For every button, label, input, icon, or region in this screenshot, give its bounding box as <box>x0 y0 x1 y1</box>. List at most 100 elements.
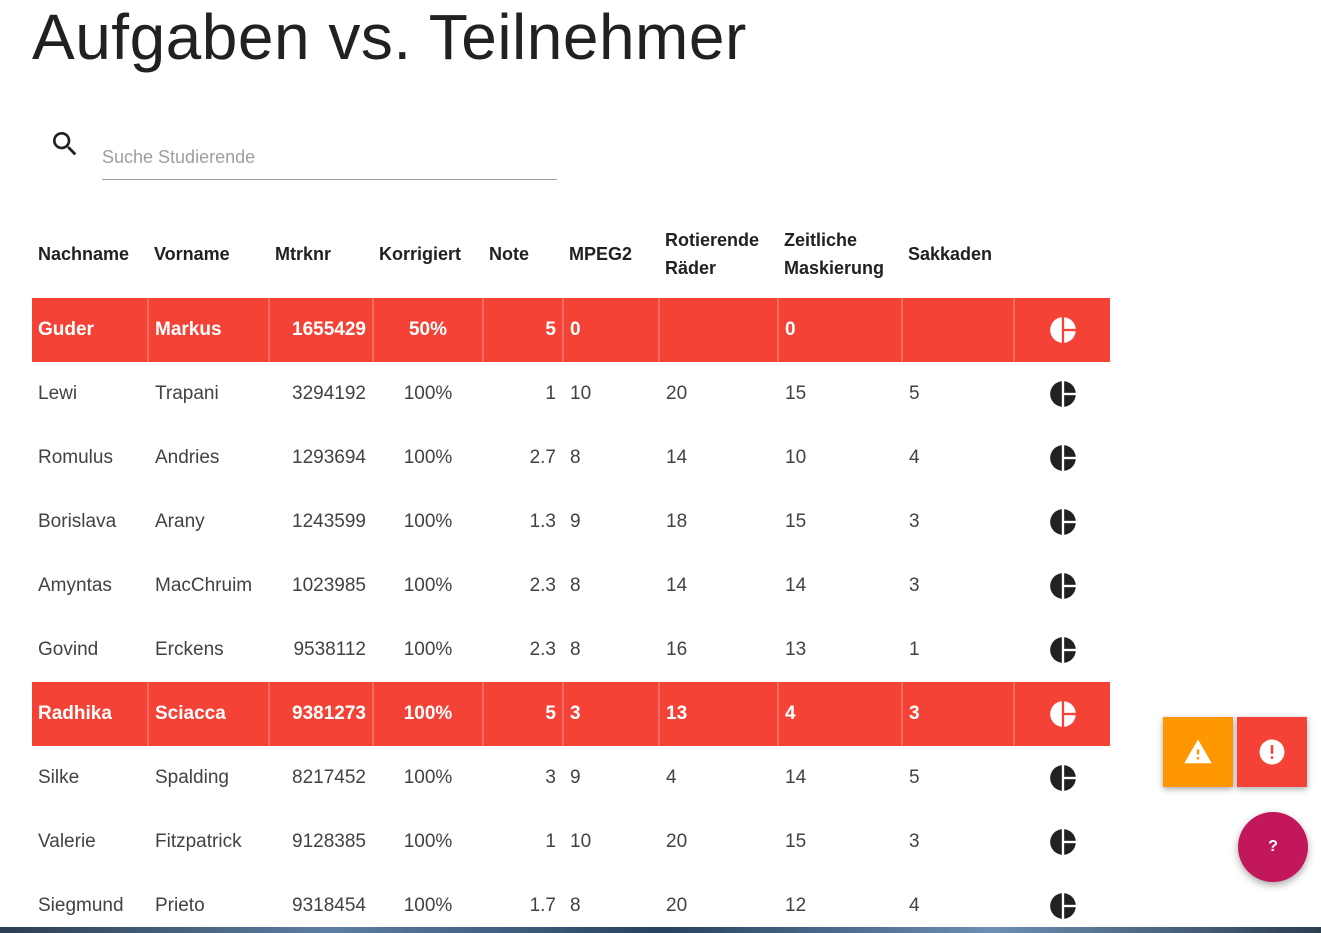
column-header-rotierende-raeder[interactable]: Rotierende Räder <box>665 230 760 278</box>
cell-actions <box>1014 490 1110 554</box>
cell-sakkaden: 4 <box>902 426 1015 490</box>
cell-rotierende-raeder: 20 <box>659 874 779 933</box>
cell-nachname: Valerie <box>32 810 149 874</box>
table-row[interactable]: Amyntas MacChruim 1023985 100% 2.3 8 14 14 3 <box>32 554 1110 618</box>
cell-mtrknr: 9538112 <box>269 618 374 682</box>
search-input[interactable] <box>102 136 557 180</box>
pie-chart-icon[interactable] <box>1049 316 1077 344</box>
table-row[interactable]: Guder Markus 1655429 50% 5 0 0 <box>32 298 1110 362</box>
cell-note: 2.3 <box>483 554 564 618</box>
cell-zeitliche-maskierung: 15 <box>778 810 903 874</box>
table-row[interactable]: Govind Erckens 9538112 100% 2.3 8 16 13 1 <box>32 618 1110 682</box>
cell-korrigiert: 100% <box>373 810 484 874</box>
table-row[interactable]: Valerie Fitzpatrick 9128385 100% 1 10 20 15 3 <box>32 810 1110 874</box>
cell-note: 1.7 <box>483 874 564 933</box>
cell-mtrknr: 3294192 <box>269 362 374 426</box>
cell-note: 3 <box>483 746 564 810</box>
pie-chart-icon[interactable] <box>1049 892 1077 920</box>
column-header-note[interactable]: Note <box>489 244 529 264</box>
column-header-sakkaden[interactable]: Sakkaden <box>908 244 993 264</box>
pie-chart-icon[interactable] <box>1049 828 1077 856</box>
column-header-vorname[interactable]: Vorname <box>154 244 230 264</box>
cell-rotierende-raeder: 20 <box>659 362 779 426</box>
pie-chart-icon[interactable] <box>1049 700 1077 728</box>
column-header-zeitliche-maskierung[interactable]: Zeitliche Maskierung <box>784 230 885 278</box>
grades-table: Nachname Vorname Mtrknr Korrigiert Note … <box>32 210 1110 933</box>
cell-vorname: Prieto <box>148 874 270 933</box>
cell-rotierende-raeder <box>659 298 779 362</box>
cell-actions <box>1014 618 1110 682</box>
cell-zeitliche-maskierung: 14 <box>778 746 903 810</box>
column-header-korrigiert[interactable]: Korrigiert <box>379 244 462 264</box>
cell-mtrknr: 1023985 <box>269 554 374 618</box>
cell-sakkaden: 1 <box>902 618 1015 682</box>
cell-vorname: Markus <box>148 298 270 362</box>
cell-sakkaden <box>902 298 1015 362</box>
table-row[interactable]: Radhika Sciacca 9381273 100% 5 3 13 4 3 <box>32 682 1110 746</box>
cell-rotierende-raeder: 14 <box>659 426 779 490</box>
cell-note: 5 <box>483 682 564 746</box>
cell-nachname: Amyntas <box>32 554 149 618</box>
cell-rotierende-raeder: 14 <box>659 554 779 618</box>
cell-mtrknr: 1655429 <box>269 298 374 362</box>
cell-mtrknr: 9381273 <box>269 682 374 746</box>
cell-sakkaden: 5 <box>902 746 1015 810</box>
cell-zeitliche-maskierung: 10 <box>778 426 903 490</box>
pie-chart-icon[interactable] <box>1049 508 1077 536</box>
cell-mpeg2: 10 <box>563 810 660 874</box>
cell-vorname: Erckens <box>148 618 270 682</box>
pie-chart-icon[interactable] <box>1049 572 1077 600</box>
cell-mpeg2: 8 <box>563 426 660 490</box>
cell-actions <box>1014 426 1110 490</box>
cell-note: 1.3 <box>483 490 564 554</box>
cell-zeitliche-maskierung: 4 <box>778 682 903 746</box>
cell-sakkaden: 3 <box>902 554 1015 618</box>
cell-actions <box>1014 810 1110 874</box>
cell-korrigiert: 100% <box>373 682 484 746</box>
page-title: Aufgaben vs. Teilnehmer <box>32 1 747 73</box>
cell-nachname: Guder <box>32 298 149 362</box>
cell-zeitliche-maskierung: 15 <box>778 490 903 554</box>
help-button[interactable]: ? <box>1238 812 1308 882</box>
cell-sakkaden: 3 <box>902 490 1015 554</box>
cell-actions <box>1014 682 1110 746</box>
table-row[interactable]: Romulus Andries 1293694 100% 2.7 8 14 10 4 <box>32 426 1110 490</box>
cell-korrigiert: 100% <box>373 618 484 682</box>
column-header-nachname[interactable]: Nachname <box>38 244 130 264</box>
cell-mpeg2: 8 <box>563 874 660 933</box>
cell-mpeg2: 8 <box>563 618 660 682</box>
cell-mtrknr: 1243599 <box>269 490 374 554</box>
cell-sakkaden: 3 <box>902 682 1015 746</box>
cell-nachname: Romulus <box>32 426 149 490</box>
pie-chart-icon[interactable] <box>1049 444 1077 472</box>
cell-mtrknr: 9128385 <box>269 810 374 874</box>
cell-rotierende-raeder: 16 <box>659 618 779 682</box>
cell-zeitliche-maskierung: 0 <box>778 298 903 362</box>
table-row[interactable]: Silke Spalding 8217452 100% 3 9 4 14 5 <box>32 746 1110 810</box>
cell-mtrknr: 1293694 <box>269 426 374 490</box>
cell-nachname: Lewi <box>32 362 149 426</box>
cell-note: 2.3 <box>483 618 564 682</box>
cell-korrigiert: 100% <box>373 874 484 933</box>
error-button[interactable] <box>1237 717 1307 787</box>
cell-actions <box>1014 746 1110 810</box>
cell-note: 1 <box>483 362 564 426</box>
column-header-mtrknr[interactable]: Mtrknr <box>275 244 332 264</box>
cell-nachname: Silke <box>32 746 149 810</box>
table-row[interactable]: Borislava Arany 1243599 100% 1.3 9 18 15 3 <box>32 490 1110 554</box>
cell-rotierende-raeder: 18 <box>659 490 779 554</box>
cell-mpeg2: 9 <box>563 490 660 554</box>
pie-chart-icon[interactable] <box>1049 380 1077 408</box>
warning-icon <box>1184 739 1212 764</box>
pie-chart-icon[interactable] <box>1049 764 1077 792</box>
pie-chart-icon[interactable] <box>1049 636 1077 664</box>
table-row[interactable]: Siegmund Prieto 9318454 100% 1.7 8 20 12 4 <box>32 874 1110 933</box>
column-header-mpeg2[interactable]: MPEG2 <box>569 244 633 264</box>
cell-sakkaden: 5 <box>902 362 1015 426</box>
cell-vorname: Trapani <box>148 362 270 426</box>
cell-nachname: Siegmund <box>32 874 149 933</box>
cell-zeitliche-maskierung: 12 <box>778 874 903 933</box>
table-row[interactable]: Lewi Trapani 3294192 100% 1 10 20 15 5 <box>32 362 1110 426</box>
cell-note: 1 <box>483 810 564 874</box>
warning-button[interactable] <box>1163 717 1233 787</box>
